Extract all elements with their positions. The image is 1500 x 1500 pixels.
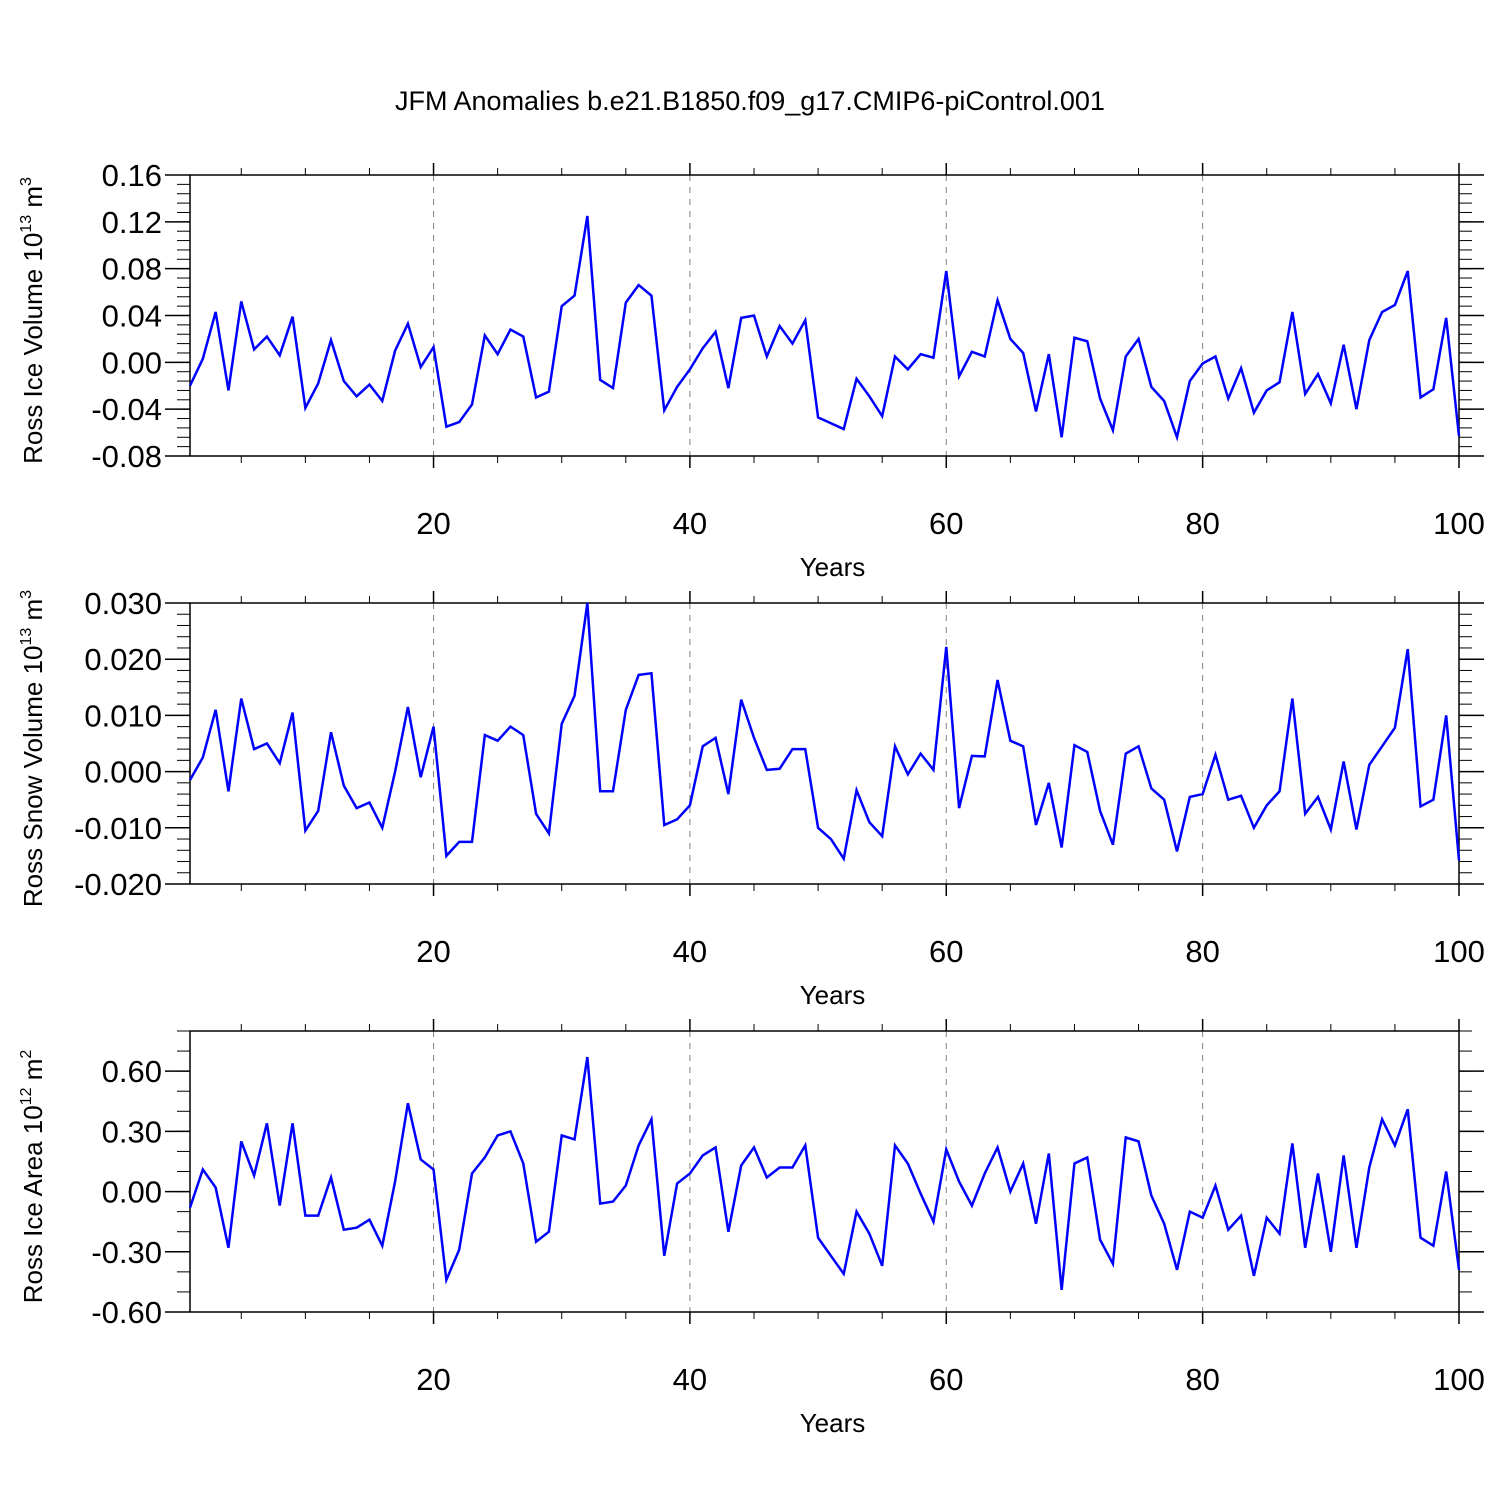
series-line [188, 1056, 1461, 1291]
y-tick-label: 0.30 [102, 1114, 162, 1149]
y-tick-label: 0.020 [84, 642, 162, 677]
y-axis-label: Ross Ice Area 1012 m2 [18, 1050, 48, 1304]
y-tick-label: -0.020 [74, 867, 162, 902]
y-tick-label: -0.04 [91, 392, 162, 427]
series-line [188, 602, 1461, 863]
panel-ross-snow-volume: 20 40 60 80 100 -0.020 -0.010 0.000 0.010 0.020 0.… [18, 586, 1485, 1010]
x-tick-label: 20 [416, 1362, 450, 1397]
y-tick-label: -0.60 [91, 1295, 162, 1330]
x-tick-label: 60 [929, 506, 963, 541]
x-axis-label: Years [800, 980, 866, 1010]
figure-title: JFM Anomalies b.e21.B1850.f09_g17.CMIP6-… [395, 86, 1105, 116]
x-tick-label: 100 [1433, 506, 1485, 541]
y-tick-label: 0.010 [84, 698, 162, 733]
x-tick-label: 20 [416, 506, 450, 541]
x-tick-label: 40 [673, 506, 707, 541]
y-axis-label: Ross Snow Volume 1013 m3 [18, 590, 48, 907]
x-axis-label: Years [800, 552, 866, 582]
series-line [188, 215, 1461, 442]
x-tick-label: 20 [416, 934, 450, 969]
x-tick-label: 80 [1185, 1362, 1219, 1397]
y-tick-label: -0.30 [91, 1235, 162, 1270]
panel-ross-ice-volume: 20 40 60 80 100 -0.08 -0.04 0.00 0.04 0.08 0.12 0.1… [18, 158, 1485, 582]
y-tick-label: -0.010 [74, 811, 162, 846]
plot-frame [189, 174, 1460, 457]
x-tick-label: 40 [673, 934, 707, 969]
x-tick-label: 60 [929, 934, 963, 969]
y-tick-label: 0.000 [84, 755, 162, 790]
panel-ross-ice-area: 20 40 60 80 100 -0.60 -0.30 0.00 0.30 0.60 Years Ro… [18, 1019, 1485, 1438]
y-tick-label: 0.08 [102, 252, 162, 287]
plot-frame [189, 602, 1460, 885]
y-tick-label: 0.00 [102, 345, 162, 380]
x-tick-label: 40 [673, 1362, 707, 1397]
x-tick-label: 100 [1433, 1362, 1485, 1397]
y-axis-label: Ross Ice Volume 1013 m3 [18, 177, 48, 464]
x-axis-label: Years [800, 1408, 866, 1438]
y-tick-label: -0.08 [91, 439, 162, 474]
plot-frame [189, 1030, 1460, 1313]
y-tick-label: 0.04 [102, 299, 162, 334]
y-tick-label: 0.00 [102, 1175, 162, 1210]
x-tick-label: 80 [1185, 506, 1219, 541]
x-tick-label: 60 [929, 1362, 963, 1397]
y-tick-label: 0.60 [102, 1054, 162, 1089]
x-tick-label: 80 [1185, 934, 1219, 969]
x-tick-label: 100 [1433, 934, 1485, 969]
y-tick-label: 0.030 [84, 586, 162, 621]
y-tick-label: 0.16 [102, 158, 162, 193]
y-tick-label: 0.12 [102, 205, 162, 240]
